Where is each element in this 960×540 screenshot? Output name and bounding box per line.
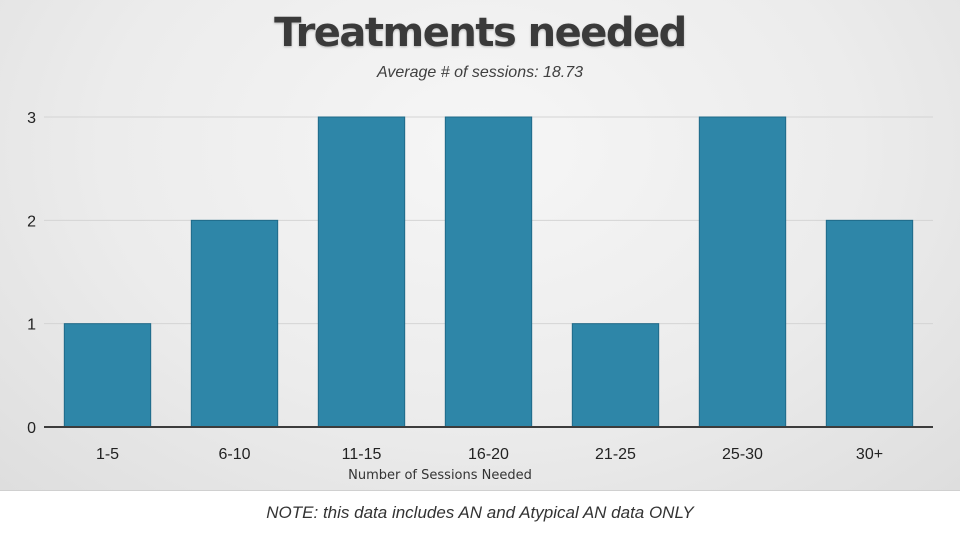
chart-title: Treatments needed xyxy=(274,10,687,56)
bar-11-15 xyxy=(317,116,406,428)
y-tick-label: 0 xyxy=(27,420,36,437)
x-tick-label: 25-30 xyxy=(722,446,763,463)
x-axis-title: Number of Sessions Needed xyxy=(348,468,532,483)
tick-labels: 0 1 2 3 1-5 6-10 11-15 16-20 21-25 25-30 30+ xyxy=(27,110,883,463)
footnote: NOTE: this data includes AN and Atypical… xyxy=(266,503,694,522)
chart-panel: Treatments needed Average # of sessions:… xyxy=(0,0,960,491)
y-tick-label: 2 xyxy=(27,213,36,230)
x-tick-label: 30+ xyxy=(856,446,883,463)
x-tick-label: 16-20 xyxy=(468,446,509,463)
x-tick-label: 1-5 xyxy=(96,446,119,463)
bar-16-20 xyxy=(444,116,533,428)
bar-6-10 xyxy=(190,219,279,428)
y-tick-label: 3 xyxy=(27,110,36,127)
x-tick-label: 6-10 xyxy=(218,446,250,463)
bar-chart: 0 1 2 3 1-5 6-10 11-15 16-20 21-25 25-30 30+ Numbe… xyxy=(27,110,933,483)
y-tick-label: 1 xyxy=(27,317,36,334)
bars xyxy=(63,116,914,428)
bar-1-5 xyxy=(63,323,152,428)
x-tick-label: 11-15 xyxy=(342,446,382,463)
x-tick-label: 21-25 xyxy=(595,446,636,463)
bar-30+ xyxy=(825,219,914,428)
bar-25-30 xyxy=(698,116,787,428)
chart-subtitle: Average # of sessions: 18.73 xyxy=(376,64,584,81)
bar-21-25 xyxy=(571,323,660,428)
